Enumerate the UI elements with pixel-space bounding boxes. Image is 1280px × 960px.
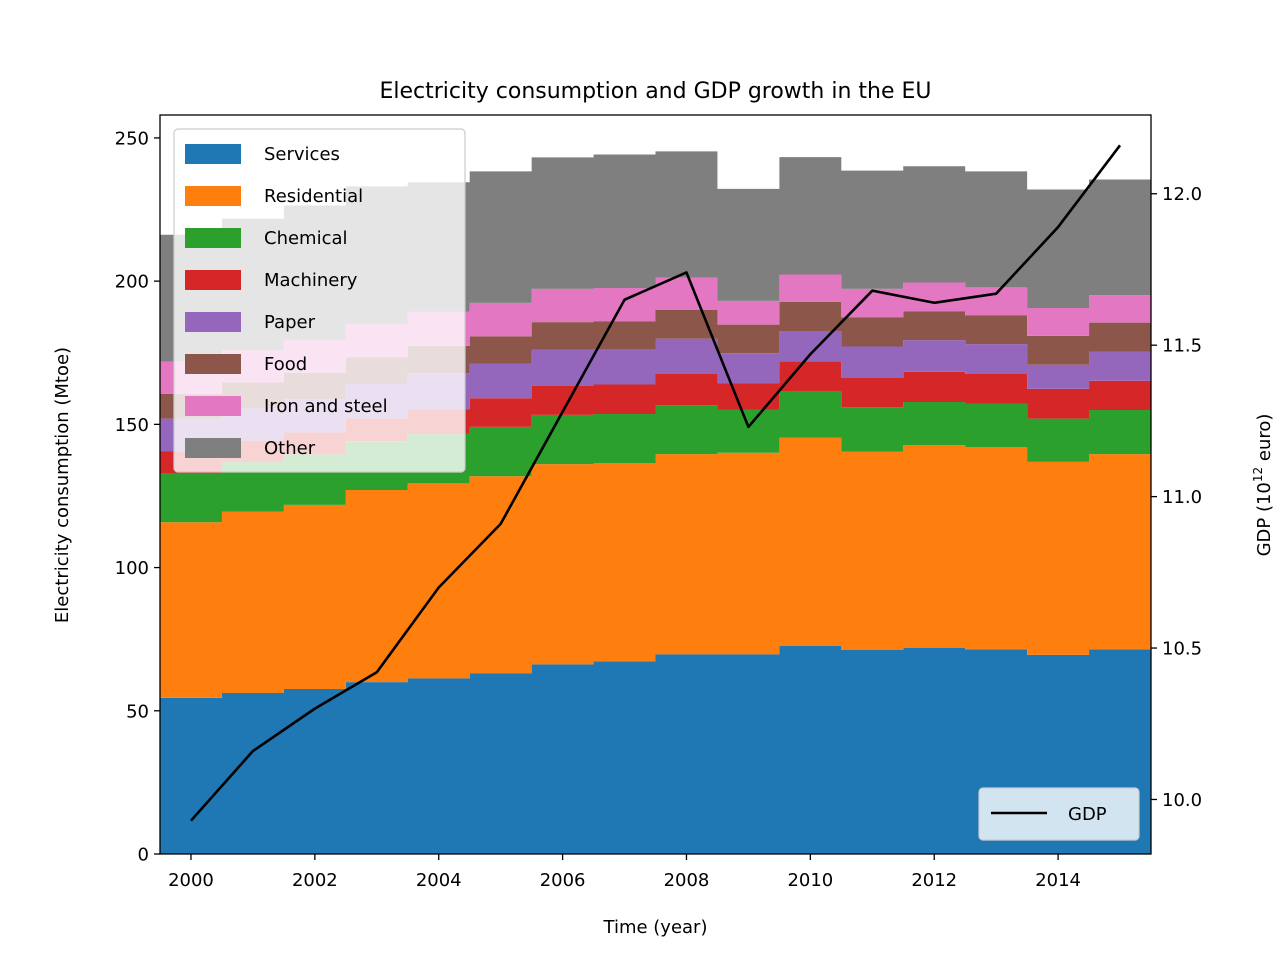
legend-swatch-food xyxy=(185,354,241,374)
plot-frame xyxy=(159,114,1152,855)
y-tick-label: 200 xyxy=(115,272,149,293)
legend-swatch-residential xyxy=(185,186,241,206)
x-tick-label: 2002 xyxy=(292,870,338,891)
area-chemical xyxy=(160,391,1151,523)
y2-tick-label: 12.0 xyxy=(1162,184,1202,205)
area-food xyxy=(160,301,1151,419)
legend-label-machinery: Machinery xyxy=(264,270,358,291)
legend-swatch-chemical xyxy=(185,228,241,248)
gdp-line-group xyxy=(189,144,1122,822)
area-residential xyxy=(160,437,1151,698)
x-tick-label: 2000 xyxy=(168,870,214,891)
y2-tick-label: 10.5 xyxy=(1162,639,1202,660)
legend-label-residential: Residential xyxy=(264,186,363,207)
y2-tick-label: 10.0 xyxy=(1162,790,1202,811)
y-tick-label: 50 xyxy=(126,701,149,722)
legend-label-services: Services xyxy=(264,144,340,165)
y2-tick-label: 11.5 xyxy=(1162,336,1202,357)
x-axis-label: Time (year) xyxy=(603,917,708,938)
axes: 2000 2002 2004 2006 2008 2010 2012 2014 0 50 100 15… xyxy=(115,114,1202,891)
area-iron-and-steel xyxy=(160,274,1151,394)
legend-label-other: Other xyxy=(264,438,316,459)
area-services xyxy=(160,646,1151,854)
legend-label-paper: Paper xyxy=(264,312,316,333)
legend-label-iron-and-steel: Iron and steel xyxy=(264,396,388,417)
chart-title: Electricity consumption and GDP growth i… xyxy=(379,79,931,104)
y-tick-label: 250 xyxy=(115,128,149,149)
legend-label-food: Food xyxy=(264,354,307,375)
y2-tick-label: 11.0 xyxy=(1162,487,1202,508)
x-tick-label: 2012 xyxy=(911,870,957,891)
y-axis-label: Electricity consumption (Mtoe) xyxy=(52,347,73,623)
legend-swatch-iron-and-steel xyxy=(185,396,241,416)
area-paper xyxy=(160,330,1151,452)
legend-swatch-services xyxy=(185,144,241,164)
series-legend: Services Residential Chemical Machinery Pape… xyxy=(173,128,466,473)
x-tick-label: 2008 xyxy=(664,870,710,891)
area-machinery xyxy=(160,361,1151,474)
x-tick-label: 2004 xyxy=(416,870,462,891)
y-tick-label: 100 xyxy=(115,558,149,579)
y-tick-label: 0 xyxy=(138,845,149,866)
gdp-legend-box xyxy=(978,787,1140,841)
y2-axis-label: GDP (1012 euro) xyxy=(1251,414,1275,557)
x-tick-label: 2014 xyxy=(1035,870,1081,891)
legend-label-gdp: GDP xyxy=(1068,804,1107,825)
y-tick-label: 150 xyxy=(115,415,149,436)
legend-swatch-paper xyxy=(185,312,241,332)
x-tick-label: 2006 xyxy=(540,870,586,891)
gdp-line xyxy=(189,144,1122,822)
series-legend-box xyxy=(173,128,466,473)
gdp-legend: GDP xyxy=(978,787,1140,841)
legends: Services Residential Chemical Machinery Pape… xyxy=(173,128,1140,841)
legend-swatch-machinery xyxy=(185,270,241,290)
legend-label-chemical: Chemical xyxy=(264,228,348,249)
x-tick-label: 2010 xyxy=(787,870,833,891)
legend-swatch-other xyxy=(185,438,241,458)
